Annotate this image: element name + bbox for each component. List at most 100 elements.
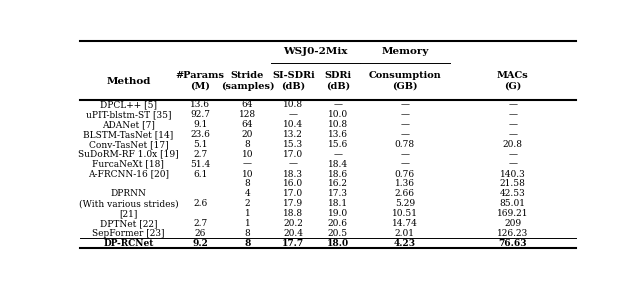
- Text: 5.29: 5.29: [395, 199, 415, 208]
- Text: —: —: [243, 160, 252, 169]
- Text: 10: 10: [242, 150, 253, 159]
- Text: WSJ0-2Mix: WSJ0-2Mix: [284, 47, 348, 56]
- Text: DPRNN: DPRNN: [111, 189, 147, 198]
- Text: 2.7: 2.7: [193, 219, 207, 228]
- Text: —: —: [508, 100, 517, 109]
- Text: 9.1: 9.1: [193, 120, 207, 129]
- Text: 140.3: 140.3: [500, 170, 525, 179]
- Text: 20.8: 20.8: [503, 140, 523, 149]
- Text: SepFormer [23]: SepFormer [23]: [92, 229, 164, 238]
- Text: 19.0: 19.0: [328, 209, 348, 218]
- Text: 9.2: 9.2: [193, 239, 208, 248]
- Text: 169.21: 169.21: [497, 209, 529, 218]
- Text: 10.8: 10.8: [328, 120, 348, 129]
- Text: —: —: [401, 120, 410, 129]
- Text: 16.2: 16.2: [328, 179, 348, 189]
- Text: (With various strides): (With various strides): [79, 199, 178, 208]
- Text: 128: 128: [239, 110, 256, 119]
- Text: —: —: [508, 110, 517, 119]
- Text: 17.0: 17.0: [284, 150, 303, 159]
- Text: 76.63: 76.63: [499, 239, 527, 248]
- Text: 17.9: 17.9: [284, 199, 303, 208]
- Text: 26: 26: [195, 229, 206, 238]
- Text: —: —: [289, 160, 298, 169]
- Text: 10.8: 10.8: [284, 100, 303, 109]
- Text: 17.7: 17.7: [282, 239, 305, 248]
- Text: BLSTM-TasNet [14]: BLSTM-TasNet [14]: [83, 130, 173, 139]
- Text: 13.2: 13.2: [284, 130, 303, 139]
- Text: 15.6: 15.6: [328, 140, 348, 149]
- Text: 20.6: 20.6: [328, 219, 348, 228]
- Text: —: —: [401, 150, 410, 159]
- Text: —: —: [333, 100, 342, 109]
- Text: 1.36: 1.36: [395, 179, 415, 189]
- Text: 14.74: 14.74: [392, 219, 418, 228]
- Text: 23.6: 23.6: [190, 130, 210, 139]
- Text: —: —: [401, 130, 410, 139]
- Text: 51.4: 51.4: [190, 160, 211, 169]
- Text: 20: 20: [242, 130, 253, 139]
- Text: 18.0: 18.0: [327, 239, 349, 248]
- Text: 64: 64: [242, 120, 253, 129]
- Text: 2.6: 2.6: [193, 199, 207, 208]
- Text: 8: 8: [244, 140, 250, 149]
- Text: 5.1: 5.1: [193, 140, 207, 149]
- Text: #Params
(M): #Params (M): [176, 71, 225, 91]
- Text: [21]: [21]: [119, 209, 138, 218]
- Text: 64: 64: [242, 100, 253, 109]
- Text: 2.01: 2.01: [395, 229, 415, 238]
- Text: 13.6: 13.6: [190, 100, 211, 109]
- Text: FurcaNeXt [18]: FurcaNeXt [18]: [92, 160, 164, 169]
- Text: 4: 4: [244, 189, 250, 198]
- Text: MACs
(G): MACs (G): [497, 71, 529, 91]
- Text: 8: 8: [244, 179, 250, 189]
- Text: 18.6: 18.6: [328, 170, 348, 179]
- Text: uPIT-blstm-ST [35]: uPIT-blstm-ST [35]: [86, 110, 171, 119]
- Text: 10.0: 10.0: [328, 110, 348, 119]
- Text: 21.58: 21.58: [500, 179, 525, 189]
- Text: 20.2: 20.2: [284, 219, 303, 228]
- Text: —: —: [401, 100, 410, 109]
- Text: 10.51: 10.51: [392, 209, 418, 218]
- Text: 0.76: 0.76: [395, 170, 415, 179]
- Text: SDRi
(dB): SDRi (dB): [324, 71, 351, 91]
- Text: Consumption
(GB): Consumption (GB): [369, 71, 441, 91]
- Text: SI-SDRi
(dB): SI-SDRi (dB): [272, 71, 315, 91]
- Text: A-FRCNN-16 [20]: A-FRCNN-16 [20]: [88, 170, 169, 179]
- Text: 0.78: 0.78: [395, 140, 415, 149]
- Text: 92.7: 92.7: [190, 110, 211, 119]
- Text: 209: 209: [504, 219, 522, 228]
- Text: 18.8: 18.8: [284, 209, 303, 218]
- Text: 16.0: 16.0: [284, 179, 303, 189]
- Text: SuDoRM-RF 1.0x [19]: SuDoRM-RF 1.0x [19]: [78, 150, 179, 159]
- Text: 17.0: 17.0: [284, 189, 303, 198]
- Text: —: —: [508, 150, 517, 159]
- Text: 85.01: 85.01: [500, 199, 526, 208]
- Text: 17.3: 17.3: [328, 189, 348, 198]
- Text: —: —: [508, 160, 517, 169]
- Text: 2: 2: [244, 199, 250, 208]
- Text: 1: 1: [244, 219, 250, 228]
- Text: 10: 10: [242, 170, 253, 179]
- Text: 18.4: 18.4: [328, 160, 348, 169]
- Text: 42.53: 42.53: [500, 189, 525, 198]
- Text: Conv-TasNet [17]: Conv-TasNet [17]: [88, 140, 168, 149]
- Text: 18.1: 18.1: [328, 199, 348, 208]
- Text: 10.4: 10.4: [284, 120, 303, 129]
- Text: DP-RCNet: DP-RCNet: [103, 239, 154, 248]
- Text: 8: 8: [244, 229, 250, 238]
- Text: Stride
(samples): Stride (samples): [221, 71, 274, 91]
- Text: 15.3: 15.3: [284, 140, 303, 149]
- Text: 20.4: 20.4: [284, 229, 303, 238]
- Text: 126.23: 126.23: [497, 229, 529, 238]
- Text: DPCL++ [5]: DPCL++ [5]: [100, 100, 157, 109]
- Text: Memory: Memory: [381, 47, 429, 56]
- Text: Method: Method: [106, 77, 150, 85]
- Text: 2.66: 2.66: [395, 189, 415, 198]
- Text: —: —: [508, 120, 517, 129]
- Text: 6.1: 6.1: [193, 170, 207, 179]
- Text: ADANet [7]: ADANet [7]: [102, 120, 155, 129]
- Text: —: —: [508, 130, 517, 139]
- Text: —: —: [401, 110, 410, 119]
- Text: 2.7: 2.7: [193, 150, 207, 159]
